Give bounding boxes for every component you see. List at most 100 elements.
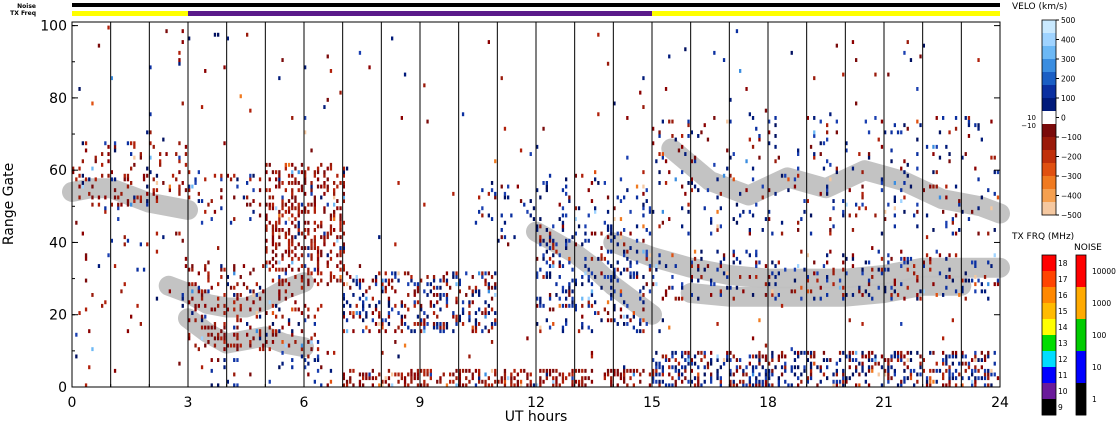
velocity-point-1919 xyxy=(729,372,732,377)
velocity-point-1999 xyxy=(755,264,758,268)
velocity-colorbar-cell-1 xyxy=(1042,33,1056,47)
velocity-point-1318 xyxy=(545,376,548,381)
velocity-point-2194 xyxy=(826,293,829,297)
velocity-point-1248 xyxy=(510,383,513,388)
velocity-point-2108 xyxy=(793,350,797,355)
velocity-point-2416 xyxy=(900,383,903,388)
velocity-point-2329 xyxy=(867,155,871,160)
velocity-point-968 xyxy=(403,379,407,384)
velocity-point-2237 xyxy=(838,285,842,290)
velocity-point-277 xyxy=(220,206,223,211)
velocity-point-2358 xyxy=(880,231,884,236)
velocity-point-1042 xyxy=(429,300,432,305)
velocity-point-1620 xyxy=(632,372,635,377)
velocity-point-842 xyxy=(352,293,355,297)
velocity-point-2377 xyxy=(887,365,890,370)
velocity-point-2320 xyxy=(867,368,871,373)
velocity-point-2109 xyxy=(793,289,797,294)
velocity-point-414 xyxy=(268,347,271,352)
velocity-point-2703 xyxy=(993,228,996,232)
velocity-point-888 xyxy=(371,296,374,301)
velocity-point-1328 xyxy=(545,188,548,193)
velocity-point-2374 xyxy=(887,376,890,381)
velocity-point-72 xyxy=(117,217,120,221)
velocity-point-1082 xyxy=(445,296,449,301)
velocity-point-103 xyxy=(133,141,136,146)
velocity-point-1772 xyxy=(681,379,684,384)
velocity-point-2392 xyxy=(890,256,893,261)
velocity-point-2387 xyxy=(890,358,893,362)
velocity-point-759 xyxy=(329,69,333,73)
velocity-point-368 xyxy=(252,300,255,305)
velocity-point-352 xyxy=(246,195,249,200)
velocity-point-1504 xyxy=(597,32,600,37)
velocity-point-765 xyxy=(333,213,336,218)
velocity-point-2622 xyxy=(967,376,971,381)
velocity-point-2653 xyxy=(974,123,977,128)
velocity-point-1239 xyxy=(503,235,507,240)
velocity-point-2318 xyxy=(864,119,867,124)
velocity-point-642 xyxy=(307,253,310,258)
velocity-point-2007 xyxy=(758,372,761,377)
velocity-point-163 xyxy=(178,159,181,164)
velocity-point-345 xyxy=(242,264,246,268)
velocity-point-1586 xyxy=(623,372,626,377)
velocity-point-425 xyxy=(268,162,271,167)
velocity-point-160 xyxy=(178,188,181,193)
velocity-point-2322 xyxy=(867,358,871,362)
velocity-point-1339 xyxy=(548,264,552,268)
velocity-point-1749 xyxy=(671,354,674,359)
velocity-point-1017 xyxy=(423,383,426,388)
velocity-point-2292 xyxy=(858,372,861,377)
velocity-point-2085 xyxy=(780,303,784,308)
velocity-point-1100 xyxy=(455,368,458,373)
velocity-point-738 xyxy=(326,202,329,207)
velocity-point-612 xyxy=(300,162,304,167)
velocity-point-2111 xyxy=(793,267,797,272)
velocity-point-208 xyxy=(197,347,200,352)
velocity-point-2118 xyxy=(797,350,800,355)
velocity-point-174 xyxy=(181,101,184,106)
velocity-point-1633 xyxy=(635,238,639,243)
velocity-point-252 xyxy=(210,285,213,290)
velocity-point-1611 xyxy=(629,318,632,323)
velocity-point-1934 xyxy=(732,253,735,258)
velocity-point-831 xyxy=(349,376,352,381)
velocity-point-386 xyxy=(258,307,262,312)
velocity-point-1939 xyxy=(735,383,739,388)
velocity-point-236 xyxy=(204,69,207,73)
velocity-point-637 xyxy=(307,307,310,312)
velocity-point-1474 xyxy=(587,267,590,272)
velocity-point-728 xyxy=(323,170,326,175)
velocity-point-2004 xyxy=(755,126,758,131)
velocity-point-1859 xyxy=(706,188,710,193)
velocity-point-717 xyxy=(320,162,323,167)
velocity-point-2010 xyxy=(758,354,761,359)
velocity-point-1506 xyxy=(600,285,603,290)
velocity-point-407 xyxy=(265,217,268,221)
velocity-point-2693 xyxy=(990,368,993,373)
velocity-point-675 xyxy=(313,235,316,240)
velocity-point-2307 xyxy=(861,202,864,207)
velocity-point-108 xyxy=(139,242,142,247)
velocity-point-1003 xyxy=(416,322,420,326)
velocity-point-333 xyxy=(236,293,239,297)
velocity-point-479 xyxy=(278,213,281,218)
velocity-point-1982 xyxy=(751,372,755,377)
velocity-point-1726 xyxy=(661,119,664,124)
velocity-point-1466 xyxy=(584,224,587,229)
velocity-point-285 xyxy=(223,340,226,344)
velocity-point-221 xyxy=(200,296,204,301)
noise-colorbar-label-3: 10 xyxy=(1092,363,1102,372)
velocity-point-45 xyxy=(101,173,104,178)
velocity-point-2639 xyxy=(974,383,977,388)
velocity-point-1407 xyxy=(568,293,571,297)
velocity-point-685 xyxy=(316,368,320,373)
velocity-point-1398 xyxy=(565,246,568,250)
velocity-point-1555 xyxy=(613,275,616,279)
velocity-point-2476 xyxy=(916,275,919,279)
velocity-point-2547 xyxy=(942,293,945,297)
velocity-point-1645 xyxy=(642,368,645,373)
velocity-point-1603 xyxy=(626,267,629,272)
velocity-point-1134 xyxy=(468,318,471,323)
